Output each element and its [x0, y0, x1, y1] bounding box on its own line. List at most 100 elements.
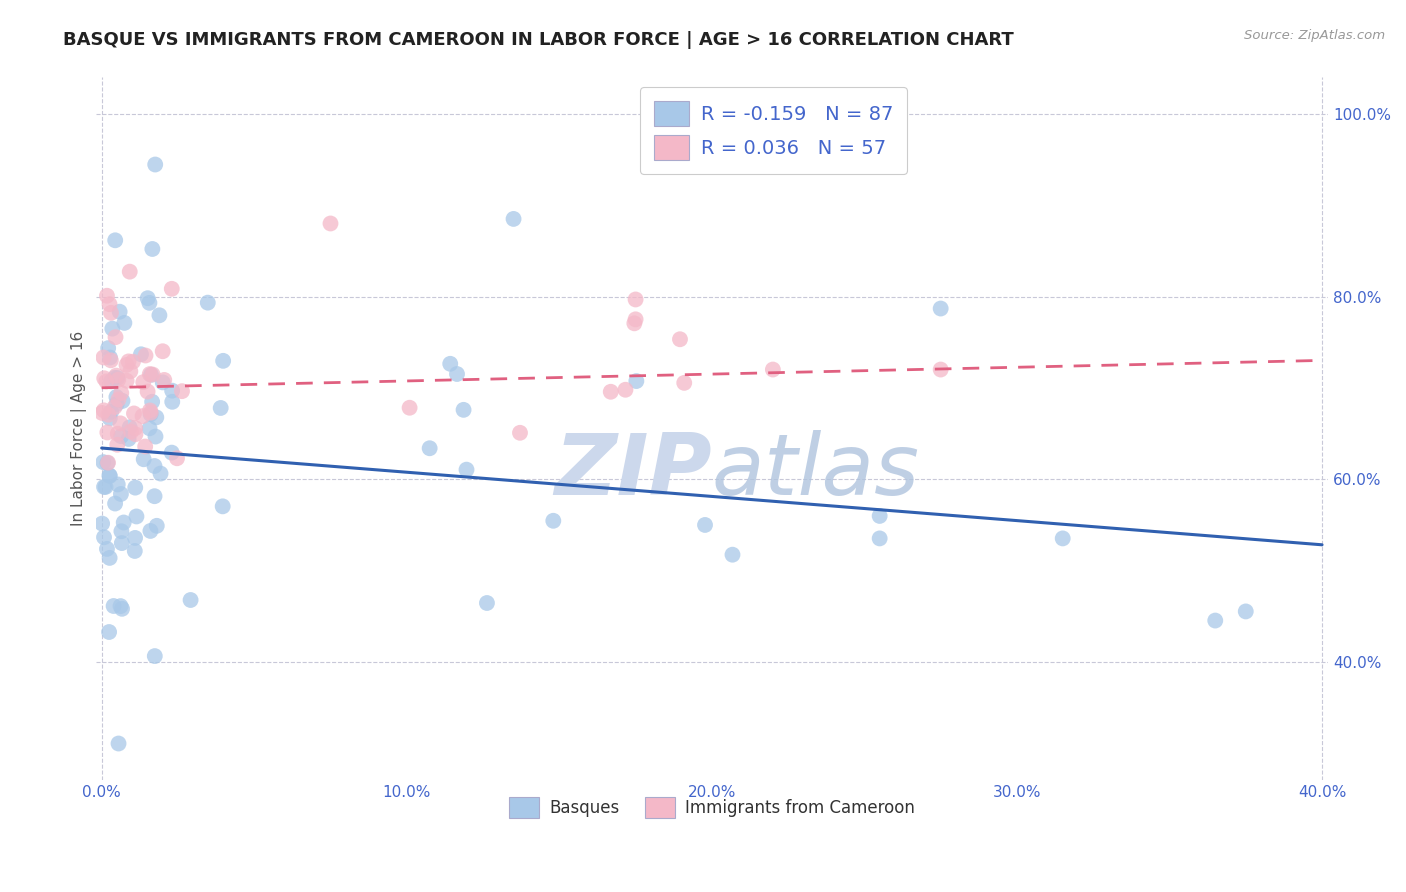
Point — [110, 385, 132, 400]
Point — [96, 289, 118, 303]
Point — [614, 383, 637, 397]
Point — [108, 304, 131, 318]
Point — [93, 403, 115, 417]
Point — [117, 354, 139, 368]
Point — [136, 384, 159, 399]
Point — [929, 301, 952, 316]
Point — [129, 347, 152, 361]
Point — [91, 406, 114, 420]
Point — [104, 330, 127, 344]
Point — [115, 374, 138, 388]
Point — [104, 371, 127, 385]
Point — [100, 306, 122, 320]
Point — [456, 463, 478, 477]
Point — [122, 407, 145, 421]
Point — [98, 468, 121, 483]
Point — [118, 265, 141, 279]
Point — [122, 354, 145, 368]
Point — [160, 384, 183, 398]
Point — [132, 452, 155, 467]
Point — [98, 550, 121, 565]
Point — [623, 316, 645, 330]
Point — [94, 480, 117, 494]
Point — [599, 384, 621, 399]
Point — [139, 403, 162, 417]
Point — [107, 373, 129, 387]
Point — [146, 518, 169, 533]
Point — [141, 242, 163, 256]
Point — [1234, 604, 1257, 618]
Point — [693, 518, 716, 533]
Point — [398, 401, 420, 415]
Point — [439, 357, 461, 371]
Point — [111, 393, 134, 408]
Point — [143, 489, 166, 503]
Point — [1052, 532, 1074, 546]
Point — [453, 402, 475, 417]
Point — [124, 421, 146, 435]
Point — [143, 649, 166, 664]
Point — [139, 406, 162, 420]
Point — [91, 516, 114, 531]
Point — [1204, 614, 1226, 628]
Point — [673, 376, 696, 390]
Point — [104, 233, 127, 247]
Point — [929, 362, 952, 376]
Text: Source: ZipAtlas.com: Source: ZipAtlas.com — [1244, 29, 1385, 42]
Point — [111, 536, 134, 550]
Point — [669, 332, 692, 346]
Point — [145, 410, 167, 425]
Point — [138, 421, 160, 435]
Point — [100, 405, 122, 419]
Point — [145, 429, 167, 443]
Point — [134, 440, 156, 454]
Point — [112, 316, 135, 330]
Point — [93, 480, 115, 494]
Point — [162, 394, 184, 409]
Point — [103, 599, 125, 613]
Text: atlas: atlas — [711, 430, 920, 513]
Point — [170, 384, 193, 399]
Point — [869, 532, 891, 546]
Point — [153, 373, 176, 387]
Point — [117, 432, 139, 446]
Point — [98, 351, 121, 365]
Point — [125, 509, 148, 524]
Point — [869, 508, 891, 523]
Point — [93, 530, 115, 544]
Point — [107, 426, 129, 441]
Point — [107, 737, 129, 751]
Point — [105, 390, 128, 404]
Point — [160, 282, 183, 296]
Point — [112, 516, 135, 530]
Point — [166, 451, 188, 466]
Point — [100, 375, 122, 389]
Point — [93, 371, 115, 385]
Text: BASQUE VS IMMIGRANTS FROM CAMEROON IN LABOR FORCE | AGE > 16 CORRELATION CHART: BASQUE VS IMMIGRANTS FROM CAMEROON IN LA… — [63, 31, 1014, 49]
Point — [624, 293, 647, 307]
Point — [118, 420, 141, 434]
Point — [115, 358, 138, 372]
Point — [107, 392, 129, 407]
Point — [120, 425, 142, 439]
Y-axis label: In Labor Force | Age > 16: In Labor Force | Age > 16 — [72, 331, 87, 526]
Point — [136, 291, 159, 305]
Point — [149, 467, 172, 481]
Point — [97, 456, 120, 470]
Point — [502, 211, 524, 226]
Point — [139, 407, 162, 421]
Point — [319, 217, 342, 231]
Point — [197, 295, 219, 310]
Point — [212, 354, 235, 368]
Point — [124, 544, 146, 558]
Point — [139, 524, 162, 538]
Point — [110, 599, 132, 613]
Point — [160, 445, 183, 459]
Point — [101, 321, 124, 335]
Point — [143, 458, 166, 473]
Point — [98, 297, 121, 311]
Point — [131, 409, 153, 424]
Point — [419, 442, 441, 456]
Point — [721, 548, 744, 562]
Point — [148, 308, 170, 322]
